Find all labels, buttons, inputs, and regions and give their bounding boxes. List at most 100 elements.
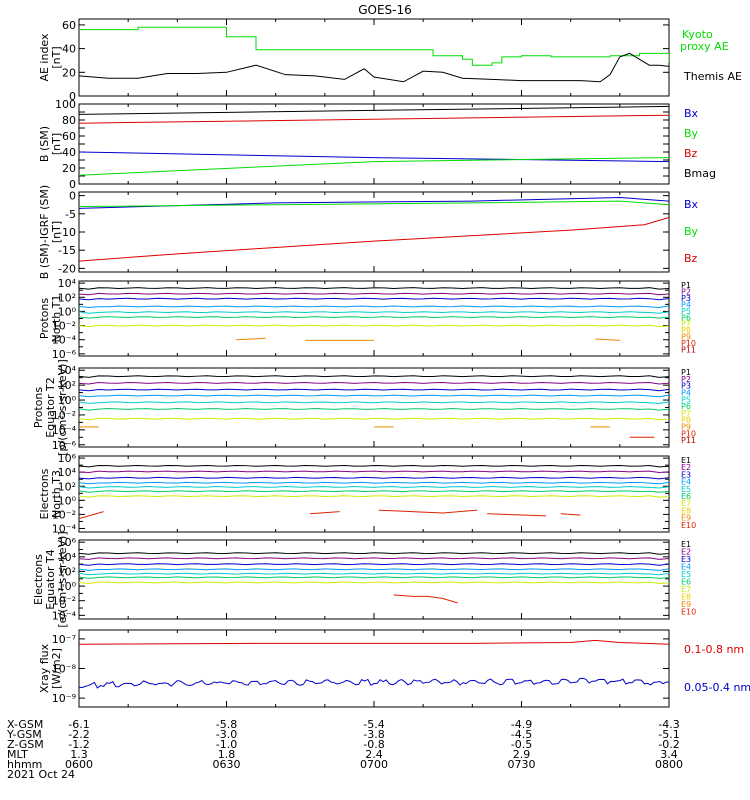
channel-line-e5 [79, 486, 669, 489]
y-tick-label: 10⁻⁴ [52, 334, 77, 347]
data-layer [79, 375, 669, 438]
plot-title: GOES-16 [358, 3, 412, 17]
legend-kyoto: Kyoto [682, 28, 713, 41]
y-tick-label: -5 [65, 208, 76, 221]
legend-p9: P9 [681, 333, 691, 342]
y-tick-label: 10⁻⁴ [52, 424, 77, 437]
y-axis-label: [nT] [50, 221, 63, 243]
channel-segment-p9 [236, 337, 266, 341]
y-tick-label: 20 [62, 162, 76, 175]
x-tick-value: 0800 [655, 758, 683, 771]
y-tick-label: 10⁻⁴ [52, 522, 77, 535]
y-tick-label: 10⁴ [58, 466, 77, 479]
legend-p7: P7 [681, 409, 691, 418]
channel-line-e1 [79, 552, 669, 555]
y-axis-label: [e/(cm²-s-sr-keV)] [56, 531, 69, 627]
x-tick-value: 2.4 [365, 748, 383, 761]
data-layer [79, 639, 669, 689]
y-axis-label: [nT] [50, 46, 63, 68]
y-axis-label: North T1 [50, 295, 63, 343]
x-row-label-mlt: MLT [7, 748, 28, 761]
legend-bz: Bz [684, 147, 698, 160]
channel-line-p1 [79, 375, 669, 378]
x-tick-value: -0.8 [363, 738, 384, 751]
y-tick-label: 60 [62, 19, 76, 32]
y-axis-label: Protons [32, 387, 45, 428]
legend-xray: 0.1-0.8 nm 0.05-0.4 nm [684, 643, 750, 694]
panel-frame [78, 280, 670, 357]
channel-line-p7 [79, 417, 669, 421]
channel-line-e1 [79, 464, 669, 468]
y-tick-label: 10² [58, 291, 76, 304]
legend-themis-ae: Themis AE [683, 70, 742, 83]
channel-line-e7 [79, 495, 669, 498]
y-tick-label: 10⁰ [58, 394, 77, 407]
channel-line-e4 [79, 568, 669, 571]
legend-e4: E4 [681, 478, 691, 487]
legend-bmag: Bmag [684, 167, 716, 180]
legend-p2: P2 [681, 375, 691, 384]
legend-bx: Bx [684, 107, 699, 120]
channel-line-e3 [79, 563, 669, 566]
y-axis-label: Electrons [38, 468, 51, 519]
channel-line-p2 [79, 292, 669, 296]
legend-e1: E1 [681, 540, 691, 549]
channel-segment-e10 [378, 509, 478, 514]
legend-p6: P6 [681, 313, 691, 322]
y-tick-label: 10⁶ [58, 452, 77, 465]
legend-p4: P4 [681, 388, 691, 397]
x-row-label-y-gsm: Y-GSM [6, 728, 42, 741]
legend-e10: E10 [681, 521, 696, 530]
legend-e6: E6 [681, 578, 691, 587]
x-tick-value: 3.4 [660, 748, 678, 761]
legend-bz: Bz [684, 252, 698, 265]
y-tick-label: 10⁴ [58, 551, 77, 564]
x-tick-value: -5.1 [658, 728, 679, 741]
legend-e5: E5 [681, 485, 691, 494]
legend-0-1-0-8-nm: 0.1-0.8 nm [684, 643, 744, 656]
legend-p6: P6 [681, 402, 691, 411]
legend-e8: E8 [681, 593, 691, 602]
x-tick-value: -3.8 [363, 728, 384, 741]
data-layer [79, 464, 669, 520]
legend-e2: E2 [681, 548, 691, 557]
legend-e3: E3 [681, 555, 691, 564]
legend-p8: P8 [681, 416, 691, 425]
y-tick-label: 100 [55, 98, 76, 111]
y-tick-label: 40 [62, 146, 76, 159]
channel-line-p3 [79, 388, 669, 392]
data-layer [79, 287, 669, 341]
y-tick-label: 10⁻² [52, 409, 76, 422]
data-layer [79, 105, 669, 176]
x-tick-value: -6.1 [68, 718, 89, 731]
x-tick-value: -4.5 [511, 728, 532, 741]
legend-e4: E4 [681, 563, 691, 572]
y-tick-label: 10⁻² [52, 508, 76, 521]
legend-p5: P5 [681, 307, 691, 316]
x-tick-value: 1.8 [218, 748, 236, 761]
x-tick-value: 1.3 [70, 748, 88, 761]
x-tick-value: 0600 [65, 758, 93, 771]
legend-p4: P4 [681, 300, 691, 309]
x-tick-value: 0630 [213, 758, 241, 771]
panel-frame [78, 18, 670, 97]
channel-line-p4 [79, 305, 669, 309]
x-tick-value: -3.0 [216, 728, 237, 741]
channel-line-p6 [79, 316, 669, 319]
panel-frame [78, 539, 670, 620]
x-tick-value: -4.9 [511, 718, 532, 731]
channel-line-p5 [79, 401, 669, 404]
y-tick-label: 10² [58, 379, 76, 392]
x-tick-value: 0700 [360, 758, 388, 771]
legend-p9: P9 [681, 423, 691, 432]
legend-p3: P3 [681, 294, 691, 303]
y-tick-label: 10⁻⁶ [52, 439, 77, 452]
y-tick-label: 10⁰ [58, 494, 77, 507]
legend-e10: E10 [681, 608, 696, 617]
channel-line-e6 [79, 576, 669, 579]
